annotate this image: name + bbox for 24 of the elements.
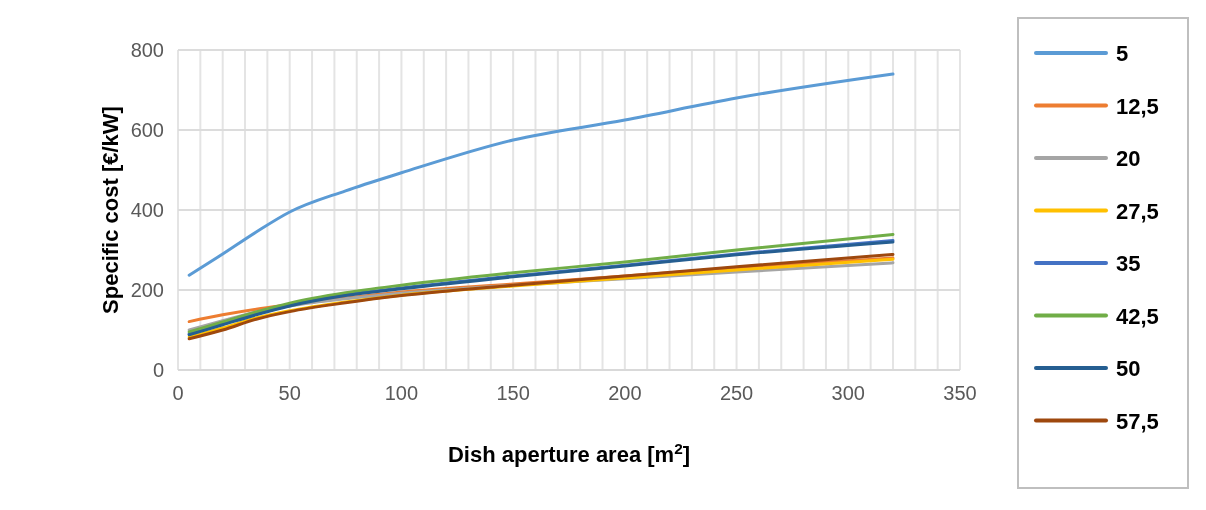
x-tick-label: 350 <box>943 382 977 404</box>
x-axis-title: Dish aperture area [m$^{2}$] <box>447 439 691 467</box>
x-tick-label: 250 <box>719 382 754 404</box>
x-tick-label: 0 <box>172 382 184 404</box>
legend-label: 57,5 <box>1116 408 1159 434</box>
legend-label: 42,5 <box>1116 303 1159 329</box>
legend-label: 50 <box>1116 356 1141 381</box>
y-tick-label: 0 <box>152 359 164 381</box>
y-tick-label: 800 <box>130 39 164 61</box>
legend-label: 35 <box>1116 251 1141 276</box>
x-tick-label: 200 <box>608 382 642 404</box>
legend-label: 27,5 <box>1116 198 1159 224</box>
x-tick-label: 50 <box>278 382 301 404</box>
y-axis-title: Specific cost [€/kW] <box>98 106 123 314</box>
line-series <box>187 72 895 277</box>
x-tick-label: 150 <box>496 382 530 404</box>
legend-label: 20 <box>1116 146 1141 171</box>
x-tick-label: 100 <box>384 382 419 404</box>
y-tick-label: 600 <box>130 119 164 141</box>
legend-label: 5 <box>1116 41 1129 66</box>
y-tick-label: 400 <box>130 199 164 221</box>
y-tick-label: 200 <box>130 279 164 301</box>
x-tick-label: 300 <box>831 382 865 404</box>
legend-label: 12,5 <box>1116 93 1159 119</box>
